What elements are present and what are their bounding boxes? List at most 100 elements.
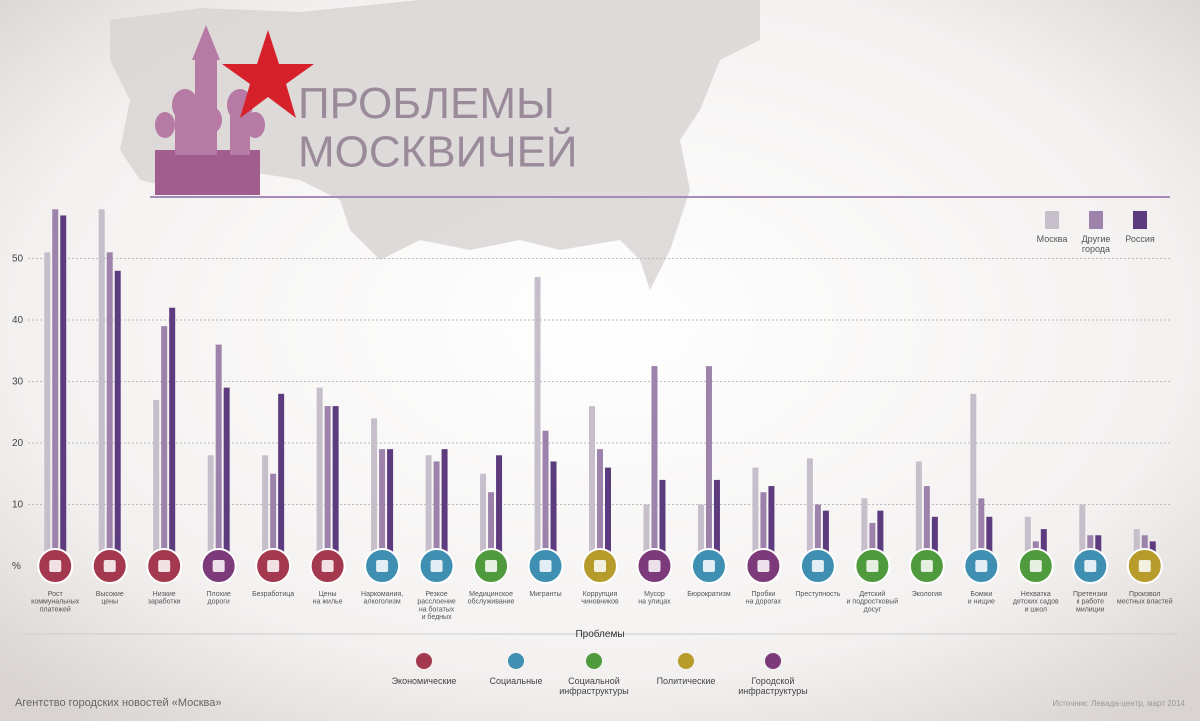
bar	[659, 479, 666, 566]
bar	[223, 387, 230, 566]
bar	[262, 455, 269, 566]
category-icon-glyph	[430, 560, 443, 572]
star	[222, 30, 314, 118]
bar	[488, 492, 495, 566]
category-icon-glyph	[539, 560, 552, 572]
bar	[713, 479, 720, 566]
group-swatch	[586, 653, 602, 669]
bar	[986, 516, 993, 566]
group-swatch	[765, 653, 781, 669]
x-tick-label: Наркомания, алкоголизм	[361, 591, 403, 606]
category-icon-glyph	[103, 560, 116, 572]
legend-swatch	[1133, 211, 1147, 229]
x-tick-label: Низкие заработки	[148, 591, 181, 606]
bar	[215, 344, 222, 566]
x-tick-label: Детский и подростковый досуг	[847, 590, 899, 613]
bar	[379, 449, 386, 566]
bar	[98, 209, 105, 567]
group-swatch	[678, 653, 694, 669]
category-icon-glyph	[212, 560, 225, 572]
bar	[643, 504, 650, 566]
bar	[705, 366, 712, 566]
group-swatch	[508, 653, 524, 669]
group-label: Городской инфраструктуры	[738, 676, 808, 696]
legend-label: Другие города	[1082, 234, 1111, 254]
bar	[923, 486, 930, 566]
bar	[542, 430, 549, 566]
x-tick-label: Пробки на дорогах	[746, 590, 782, 606]
bar	[861, 498, 868, 566]
category-icon-glyph	[975, 560, 988, 572]
x-tick-label: Экология	[912, 591, 942, 598]
bar	[106, 252, 113, 566]
category-icon-glyph	[757, 560, 770, 572]
category-icon-glyph	[702, 560, 715, 572]
x-tick-label: Бюрократизм	[687, 591, 731, 598]
category-icon-glyph	[594, 560, 606, 572]
bar	[433, 461, 440, 566]
x-tick-label: Нехватка детских садов и школ	[1013, 591, 1059, 613]
group-label: Экономические	[392, 676, 457, 686]
bar	[1040, 529, 1047, 566]
x-tick-label: Мусор на улицах	[638, 591, 671, 606]
bar	[316, 387, 323, 566]
y-tick-label: 20	[12, 438, 24, 449]
y-tick-label: 10	[12, 500, 24, 511]
legend-label: Москва	[1037, 234, 1068, 244]
bar	[480, 473, 487, 566]
bar	[589, 406, 595, 566]
footer-right: Источник: Левада-центр, март 2014	[1052, 699, 1185, 708]
bar	[1024, 516, 1031, 566]
x-tick-label: Претензии к работе милиции	[1073, 591, 1108, 613]
chart-title: ПРОБЛЕМЫ МОСКВИЧЕЙ	[298, 79, 578, 176]
category-icon-glyph	[485, 560, 498, 572]
x-tick-label: Бомжи и нищие	[968, 591, 995, 606]
bar	[60, 215, 67, 566]
category-icon-glyph	[376, 560, 389, 572]
group-label: Социальной инфраструктуры	[559, 676, 629, 696]
x-tick-label: Высокие цены	[96, 591, 124, 606]
bar	[161, 326, 168, 566]
x-tick-label: Безработица	[252, 590, 294, 598]
group-label: Социальные	[489, 676, 542, 686]
bar	[978, 498, 985, 566]
x-tick-label: Рост коммунальных платежей	[31, 591, 80, 613]
y-tick-label: 30	[12, 377, 24, 388]
bar	[371, 418, 378, 566]
bar	[597, 449, 603, 566]
x-tick-label: Коррупция чиновников	[581, 591, 619, 606]
y-tick-label: 50	[12, 254, 24, 265]
bar	[441, 449, 448, 566]
legend-swatch	[1089, 211, 1103, 229]
bar	[822, 510, 829, 566]
category-icon-glyph	[1029, 560, 1042, 572]
x-tick-label: Медицинское обслуживание	[468, 591, 515, 606]
bar	[114, 270, 121, 566]
bar	[169, 307, 176, 566]
bar	[387, 449, 394, 566]
bar	[869, 522, 876, 566]
bar	[425, 455, 432, 566]
bar	[605, 467, 611, 566]
category-icon-glyph	[267, 560, 280, 572]
bar	[697, 504, 704, 566]
bar	[550, 461, 557, 566]
bar	[806, 458, 813, 566]
bar	[814, 504, 821, 566]
legend-swatch	[1045, 211, 1059, 229]
bar	[1133, 529, 1140, 566]
bar	[1079, 504, 1086, 566]
category-icon-glyph	[1084, 560, 1097, 572]
y-tick-label: %	[12, 561, 21, 572]
cathedral	[155, 25, 265, 195]
bar	[207, 455, 214, 566]
bar	[278, 393, 285, 566]
group-swatch	[416, 653, 432, 669]
x-tick-label: Преступность	[795, 591, 840, 598]
groups-title: Проблемы	[575, 628, 624, 640]
bar	[332, 406, 339, 566]
x-tick-label: Мигранты	[529, 591, 561, 598]
group-label: Политические	[657, 676, 716, 686]
x-tick-label: Резкое расслоение на богатых и бедных	[417, 591, 456, 621]
category-icon-glyph	[1138, 560, 1151, 572]
